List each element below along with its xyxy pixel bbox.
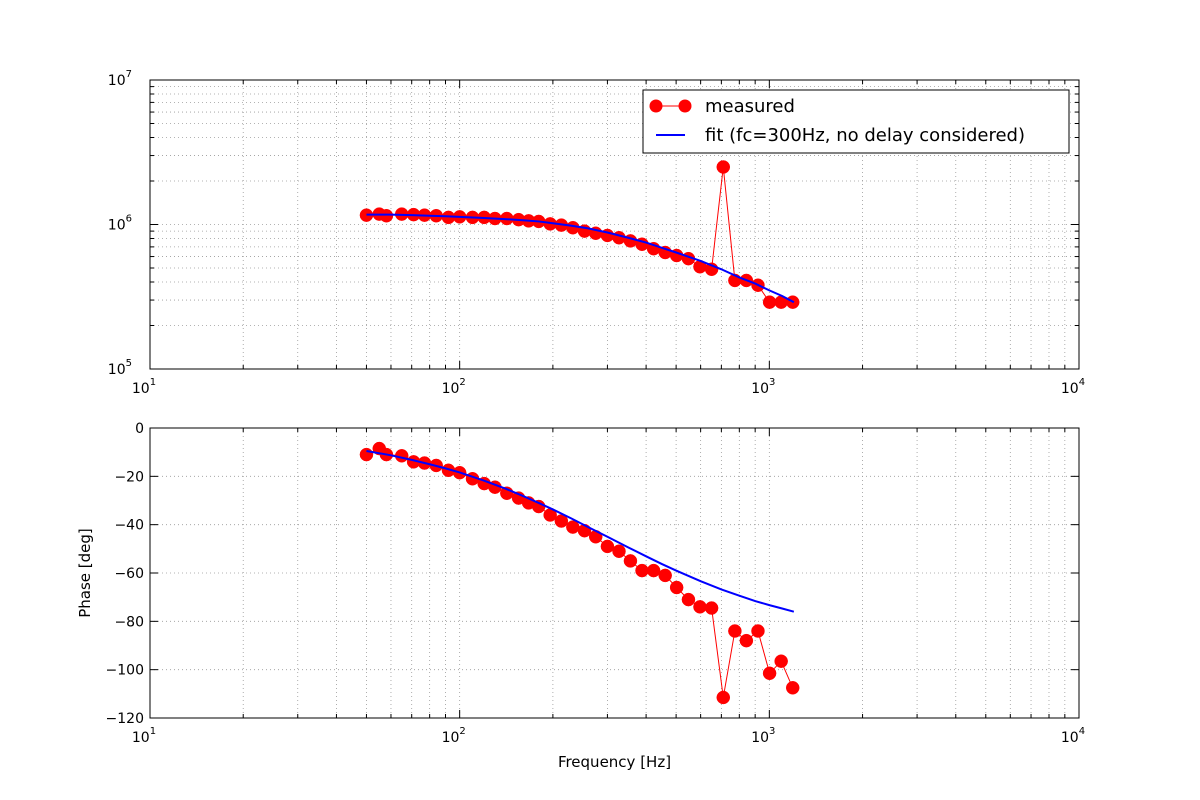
phase-measured-point [600, 539, 615, 554]
magnitude-measured-point [612, 230, 626, 245]
phase-measured-point [774, 654, 788, 668]
magnitude-y-tick-label: 105 [108, 358, 132, 378]
magnitude-plot: 101 102 103 104 105 106 107 measured fit (fc=300… [108, 69, 1085, 397]
phase-ticks: 101 102 103 104 0 −20 −40 −60 −80 −100 −120 [106, 421, 1086, 746]
magnitude-x-tick-label: 104 [1061, 377, 1085, 397]
magnitude-x-tick-label: 101 [132, 377, 156, 397]
phase-y-axis-label: Phase [deg] [76, 528, 94, 618]
legend-frame [642, 89, 1070, 154]
phase-measured-point [669, 580, 684, 595]
magnitude-fit-line [366, 213, 795, 304]
phase-y-tick-label: −20 [114, 469, 144, 485]
phase-measured-point [359, 447, 374, 462]
phase-measured-point [762, 666, 777, 681]
magnitude-y-tick-label: 106 [108, 214, 132, 234]
phase-x-tick-label: 101 [132, 726, 156, 746]
phase-y-tick-label: 0 [135, 421, 144, 437]
phase-measured-point [728, 624, 742, 638]
phase-measured-point [612, 544, 626, 558]
phase-y-tick-label: −100 [106, 663, 144, 679]
legend: measured fit (fc=300Hz, no delay consider… [642, 89, 1070, 154]
magnitude-measured-point [762, 295, 777, 309]
phase-measured-point [704, 601, 719, 615]
magnitude-measured-point [716, 160, 731, 174]
legend-label-measured: measured [705, 96, 795, 117]
phase-measured-point [739, 633, 754, 648]
phase-measured-point [681, 592, 696, 607]
phase-fit-line [366, 449, 795, 613]
legend-measured-marker [678, 99, 692, 113]
phase-data [359, 441, 800, 705]
legend-label-fit: fit (fc=300Hz, no delay considered) [705, 125, 1025, 146]
magnitude-measured-point [379, 208, 394, 223]
phase-grid [150, 428, 1079, 718]
phase-measured-point [646, 563, 661, 578]
phase-x-axis-label: Frequency [Hz] [558, 753, 671, 771]
phase-y-tick-label: −60 [114, 566, 144, 582]
phase-x-tick-label: 103 [751, 726, 775, 746]
legend-measured-marker [649, 99, 663, 113]
phase-y-tick-label: −80 [114, 614, 144, 630]
phase-y-tick-label: −120 [106, 711, 144, 727]
magnitude-data [359, 160, 800, 309]
phase-x-tick-label: 104 [1061, 726, 1085, 746]
phase-measured-point [716, 690, 731, 705]
phase-measured-point [623, 554, 638, 568]
phase-measured-point [751, 624, 765, 638]
phase-measured-point [785, 681, 800, 695]
magnitude-x-tick-label: 103 [751, 377, 775, 397]
magnitude-ticks: 101 102 103 104 105 106 107 [108, 69, 1085, 397]
phase-measured-point [693, 600, 707, 614]
phase-x-tick-label: 102 [442, 726, 466, 746]
phase-y-tick-label: −40 [114, 518, 144, 534]
phase-measured-point [635, 563, 649, 578]
phase-measured-point [658, 568, 672, 583]
magnitude-x-tick-label: 102 [442, 377, 466, 397]
magnitude-y-tick-label: 107 [108, 69, 132, 89]
phase-plot: 101 102 103 104 0 −20 −40 −60 −80 −100 −120 Frequen… [76, 421, 1085, 771]
magnitude-measured-point [566, 220, 580, 235]
